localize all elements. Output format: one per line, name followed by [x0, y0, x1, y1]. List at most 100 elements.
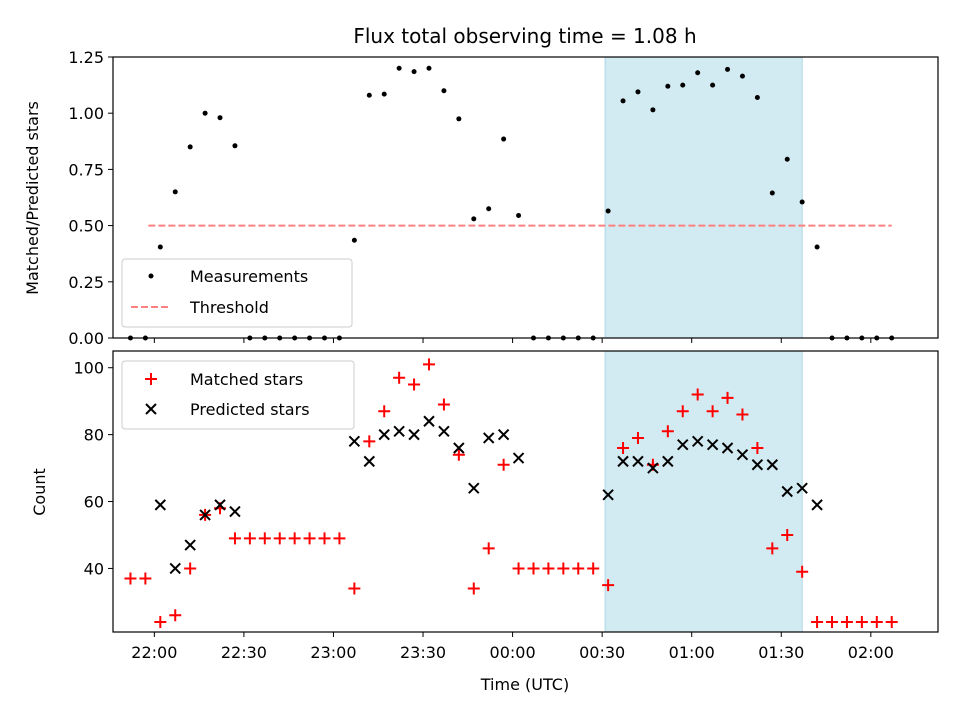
matched-star-point — [154, 615, 167, 628]
matched-star-point — [766, 542, 779, 555]
matched-star-point — [751, 442, 764, 455]
matched-star-point — [497, 458, 510, 471]
bottom-y-tick-label: 40 — [84, 559, 104, 578]
measurement-point — [725, 66, 731, 72]
measurement-point — [396, 65, 402, 71]
bottom-x-tick-label: 01:30 — [758, 643, 804, 662]
predicted-star-point — [184, 539, 196, 551]
top-panel: Flux total observing time = 1.08 h 0.00 0… — [23, 24, 939, 348]
top-y-tick-label: 1.00 — [68, 104, 104, 123]
measurement-point — [680, 82, 686, 88]
measurement-point — [411, 69, 417, 75]
measurement-point — [665, 83, 671, 89]
matched-star-point — [243, 532, 256, 545]
matched-star-point — [169, 609, 182, 622]
predicted-star-point — [706, 438, 719, 451]
predicted-star-point — [408, 428, 420, 441]
measurement-point — [814, 244, 820, 250]
matched-star-point — [527, 562, 540, 575]
predicted-star-point — [811, 499, 823, 511]
matched-star-point — [781, 528, 794, 541]
legend-predicted-marker — [145, 403, 157, 415]
measurement-point — [172, 189, 178, 195]
measurement-point — [187, 144, 193, 150]
matched-star-point — [602, 579, 615, 592]
bottom-x-tick-label: 23:30 — [400, 643, 446, 662]
predicted-star-point — [632, 455, 644, 468]
top-legend-box — [121, 258, 353, 328]
measurement-point — [799, 199, 805, 205]
top-y-tick-label: 0.75 — [68, 160, 104, 179]
bottom-x-tick-label: 00:30 — [579, 643, 625, 662]
top-shade-rect — [604, 56, 803, 339]
predicted-star-point — [378, 428, 390, 441]
bottom-legend: Matched stars Predicted stars — [121, 360, 355, 430]
matched-star-point — [393, 371, 406, 384]
matched-star-point — [557, 562, 570, 575]
matched-star-point — [139, 572, 152, 585]
bottom-panel: 40 60 80 100 22:00 22:30 23:00 23:30 00:00 00:30… — [30, 350, 939, 694]
matched-star-point — [840, 615, 853, 628]
measurement-point — [456, 116, 462, 122]
bottom-legend-box — [121, 360, 355, 430]
matched-star-point — [363, 435, 376, 448]
measurement-point — [516, 212, 522, 218]
top-shaded-region — [604, 56, 803, 339]
predicted-star-point — [348, 435, 361, 448]
matched-star-point — [796, 565, 809, 578]
matched-star-point — [422, 358, 435, 371]
bottom-y-ticks: 40 60 80 100 — [73, 359, 113, 578]
predicted-star-point — [721, 442, 734, 454]
matched-star-point — [408, 378, 421, 391]
measurement-point — [620, 98, 626, 104]
measurement-point — [695, 70, 701, 76]
predicted-star-point — [468, 482, 480, 494]
predicted-star-point — [736, 448, 749, 461]
top-y-axis-label: Matched/Predicted stars — [23, 101, 42, 295]
matched-star-point — [348, 582, 361, 595]
bottom-x-tick-label: 02:00 — [848, 643, 894, 662]
predicted-star-point — [691, 435, 704, 448]
matched-star-point — [676, 405, 689, 418]
matched-star-point — [870, 615, 883, 628]
measurement-point — [650, 107, 656, 113]
matched-star-point — [542, 562, 555, 575]
top-y-tick-label: 0.00 — [68, 329, 104, 348]
top-chart-title: Flux total observing time = 1.08 h — [353, 24, 696, 48]
legend-threshold-label: Threshold — [189, 298, 269, 317]
measurement-point — [381, 91, 387, 97]
measurement-point — [157, 244, 163, 250]
bottom-y-axis-label: Count — [30, 468, 49, 516]
measurement-point — [501, 136, 507, 142]
measurement-point — [739, 73, 745, 79]
measurement-point — [351, 237, 357, 243]
matched-star-point — [617, 442, 630, 455]
predicted-star-point — [229, 505, 241, 518]
predicted-star-point — [512, 452, 525, 464]
matched-star-point — [587, 562, 600, 575]
bottom-shaded-region — [604, 350, 803, 633]
matched-star-point — [437, 398, 450, 411]
predicted-star-point — [497, 428, 510, 441]
bottom-shade-rect — [604, 350, 803, 633]
predicted-star-point — [453, 442, 465, 454]
measurement-point — [635, 89, 641, 95]
bottom-data-marks — [124, 358, 898, 628]
predicted-star-point — [438, 425, 450, 437]
predicted-star-point — [766, 459, 779, 471]
legend-measurements-label: Measurements — [190, 267, 308, 286]
matched-star-point — [288, 532, 301, 545]
measurement-point — [217, 115, 223, 121]
matched-star-point — [631, 431, 644, 444]
matched-star-point — [855, 615, 868, 628]
matched-star-point — [721, 391, 734, 404]
legend-matched-marker — [145, 373, 157, 385]
matched-star-point — [512, 562, 525, 575]
measurement-point — [471, 216, 477, 222]
predicted-star-point — [169, 562, 181, 575]
predicted-star-point — [781, 485, 793, 498]
bottom-x-axis-label: Time (UTC) — [480, 675, 569, 694]
matched-star-point — [706, 405, 719, 418]
matched-star-point — [572, 562, 585, 575]
